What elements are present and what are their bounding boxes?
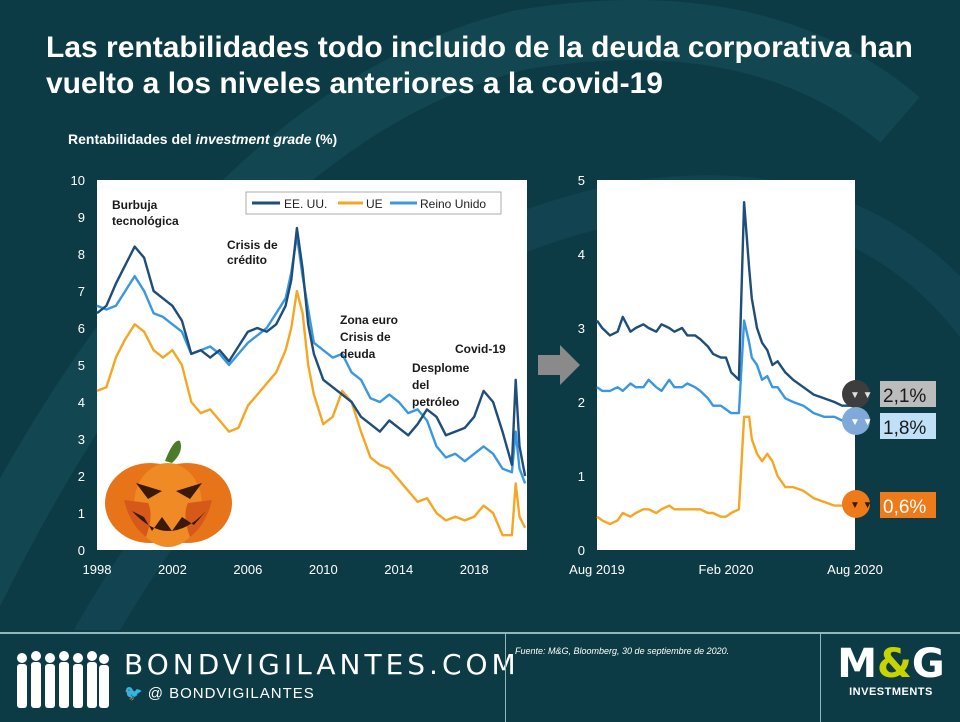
end-value-uk: 1,8% [883, 418, 926, 439]
series-line-reinounido [596, 319, 855, 422]
y-tick-label: 0 [578, 543, 585, 558]
annotation-credit-line1: Crisis de [227, 238, 278, 252]
zoom-arrow-icon [538, 345, 580, 385]
y-tick-label: 3 [78, 432, 85, 447]
source-note: Fuente: M&G, Bloomberg, 30 de septiembre… [515, 646, 730, 656]
legend-eu: UE [366, 197, 383, 211]
annotation-oil: Desplome del petróleo [412, 361, 470, 409]
pumpkin-orange-icon [842, 490, 870, 518]
annotation-eurozone-line1: Zona euro [340, 313, 398, 327]
right-line-chart: 0 1 2 3 4 5 Aug 2019 Feb 2020 Aug 2020 ▼ ▼ 2,1%… [569, 173, 936, 577]
svg-text:▼ ▼: ▼ ▼ [850, 417, 873, 428]
end-label-eu: ▼ ▼ 0,6% [842, 490, 936, 518]
annotation-dotcom-line1: Burbuja [112, 198, 158, 212]
x-tick-label: 2010 [309, 562, 338, 577]
x-tick-label: 2006 [233, 562, 262, 577]
y-tick-label: 1 [78, 506, 85, 521]
annotation-covid: Covid-19 [455, 342, 506, 356]
x-tick-label: Feb 2020 [699, 562, 754, 577]
pumpkin-illustration [105, 440, 232, 547]
y-tick-label: 2 [78, 469, 85, 484]
y-tick-label: 9 [78, 210, 85, 225]
right-plot-area [597, 180, 855, 550]
y-tick-label: 1 [578, 469, 585, 484]
y-tick-label: 0 [78, 543, 85, 558]
y-tick-label: 7 [78, 284, 85, 299]
annotation-eurozone-line3: deuda [340, 347, 376, 361]
mg-logo: M&G INVESTMENTS [837, 641, 945, 698]
y-tick-label: 5 [78, 358, 85, 373]
end-value-eu: 0,6% [883, 497, 926, 518]
annotation-dotcom: Burbuja tecnológica [112, 198, 179, 228]
legend-us: EE. UU. [284, 197, 327, 211]
twitter-bird-icon: 🐦 [124, 685, 144, 702]
y-tick-label: 8 [78, 247, 85, 262]
annotation-credit-line2: crédito [227, 253, 267, 267]
y-tick-label: 3 [578, 321, 585, 336]
annotation-oil-line3: petróleo [412, 395, 459, 409]
y-tick-label: 6 [78, 321, 85, 336]
annotation-eurozone: Zona euro Crisis de deuda [340, 313, 398, 361]
twitter-handle[interactable]: 🐦 @ BONDVIGILANTES [124, 685, 315, 702]
x-tick-label: 1998 [83, 562, 112, 577]
footer-divider [505, 634, 506, 722]
page-title: Las rentabilidades todo incluido de la d… [46, 31, 913, 100]
people-silhouettes-icon [17, 651, 109, 708]
end-label-us: ▼ ▼ 2,1% [842, 380, 936, 408]
pumpkin-dark-icon [842, 380, 870, 408]
series-line-eeuu [96, 226, 527, 477]
x-tick-label: Aug 2020 [827, 562, 883, 577]
svg-text:▼ ▼: ▼ ▼ [850, 500, 873, 511]
annotation-eurozone-line2: Crisis de [340, 330, 391, 344]
y-tick-label: 5 [578, 173, 585, 188]
end-value-us: 2,1% [883, 386, 926, 407]
y-tick-label: 10 [71, 173, 85, 188]
y-tick-label: 4 [78, 395, 85, 410]
svg-text:▼ ▼: ▼ ▼ [850, 390, 873, 401]
y-tick-label: 2 [578, 395, 585, 410]
x-tick-label: 2002 [158, 562, 187, 577]
annotation-dotcom-line2: tecnológica [112, 214, 179, 228]
series-line-eeuu [596, 201, 855, 407]
chart-legend: EE. UU. UE Reino Unido [245, 191, 502, 215]
x-tick-label: 2014 [384, 562, 413, 577]
annotation-oil-line2: del [412, 378, 429, 392]
pumpkin-blue-icon [842, 407, 870, 435]
x-tick-label: Aug 2019 [569, 562, 625, 577]
legend-uk: Reino Unido [420, 197, 486, 211]
annotation-oil-line1: Desplome [412, 361, 470, 375]
series-line-ue [96, 289, 527, 537]
footer-divider [820, 634, 821, 722]
series-line-ue [596, 415, 855, 526]
y-tick-label: 4 [578, 247, 585, 262]
annotation-credit: Crisis de crédito [227, 238, 278, 267]
series-line-reinounido [96, 234, 527, 484]
left-line-chart: 0 1 2 3 4 5 6 7 8 9 10 1998 2002 2006 2010 2014 2018 EE… [71, 173, 527, 577]
x-tick-label: 2018 [460, 562, 489, 577]
brand-name: BONDVIGILANTES.COM [124, 648, 520, 681]
chart-subtitle: Rentabilidades del investment grade (%) [68, 131, 338, 147]
footer: BONDVIGILANTES.COM 🐦 @ BONDVIGILANTES Fue… [0, 632, 960, 722]
end-label-uk: ▼ ▼ 1,8% [842, 407, 936, 439]
